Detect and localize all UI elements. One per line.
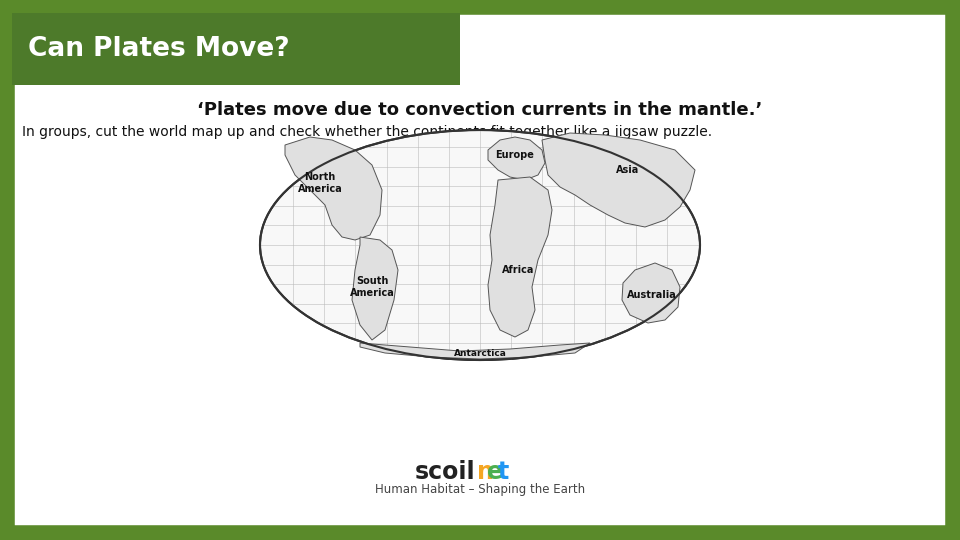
- FancyBboxPatch shape: [12, 13, 460, 85]
- Text: t: t: [498, 460, 509, 484]
- Text: n: n: [477, 460, 493, 484]
- Polygon shape: [488, 137, 545, 180]
- Text: Europe: Europe: [495, 150, 535, 160]
- Text: Can Plates Move?: Can Plates Move?: [28, 36, 290, 62]
- Text: scoil: scoil: [415, 460, 475, 484]
- Polygon shape: [360, 343, 590, 359]
- Polygon shape: [542, 133, 695, 227]
- Text: Human Habitat – Shaping the Earth: Human Habitat – Shaping the Earth: [375, 483, 585, 496]
- Text: Antarctica: Antarctica: [453, 348, 507, 357]
- Text: e: e: [488, 460, 503, 484]
- Polygon shape: [285, 137, 382, 240]
- Polygon shape: [488, 177, 552, 337]
- Text: Africa: Africa: [502, 265, 534, 275]
- Text: Australia: Australia: [627, 290, 677, 300]
- Polygon shape: [622, 263, 680, 323]
- Text: North
America: North America: [298, 172, 343, 194]
- Polygon shape: [352, 237, 398, 340]
- Text: ‘Plates move due to convection currents in the mantle.’: ‘Plates move due to convection currents …: [198, 101, 762, 119]
- FancyBboxPatch shape: [12, 12, 948, 528]
- Ellipse shape: [260, 130, 700, 360]
- Text: South
America: South America: [349, 276, 395, 298]
- Text: Asia: Asia: [616, 165, 639, 175]
- Text: In groups, cut the world map up and check whether the continents fit together li: In groups, cut the world map up and chec…: [22, 125, 712, 139]
